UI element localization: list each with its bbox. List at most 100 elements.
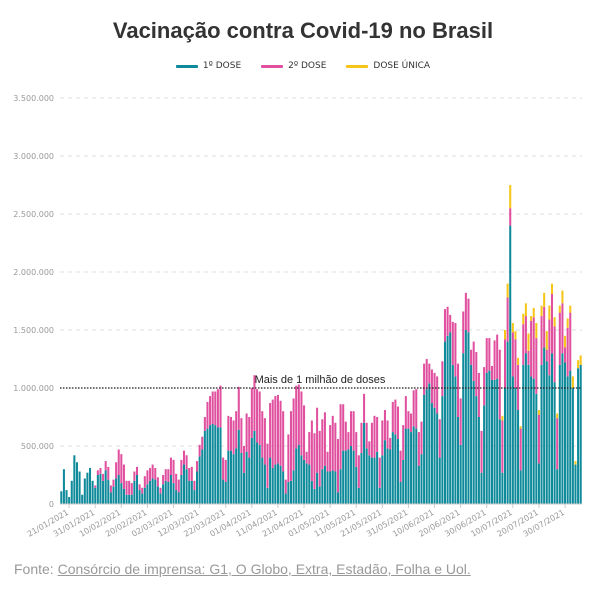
bar-primeira-dose[interactable]: [425, 389, 428, 504]
bar-primeira-dose[interactable]: [180, 475, 183, 504]
bar-primeira-dose[interactable]: [527, 364, 530, 504]
bar-dose-unica[interactable]: [566, 318, 569, 328]
bar-primeira-dose[interactable]: [159, 493, 162, 504]
bar-primeira-dose[interactable]: [109, 492, 112, 504]
bar-primeira-dose[interactable]: [65, 490, 68, 504]
bar-primeira-dose[interactable]: [112, 486, 115, 504]
bar-segunda-dose[interactable]: [133, 471, 136, 481]
bar-primeira-dose[interactable]: [509, 225, 512, 504]
bar-segunda-dose[interactable]: [467, 298, 470, 333]
bar-segunda-dose[interactable]: [556, 418, 559, 470]
bar-dose-unica[interactable]: [574, 461, 577, 465]
bar-primeira-dose[interactable]: [188, 480, 191, 504]
bar-primeira-dose[interactable]: [446, 335, 449, 504]
legend-item-primeira-dose[interactable]: 1º DOSE: [175, 61, 241, 71]
bar-segunda-dose[interactable]: [350, 411, 353, 446]
bar-primeira-dose[interactable]: [438, 457, 441, 504]
bar-segunda-dose[interactable]: [470, 349, 473, 365]
bar-primeira-dose[interactable]: [211, 423, 214, 504]
bar-dose-unica[interactable]: [514, 331, 517, 340]
bar-primeira-dose[interactable]: [125, 494, 128, 504]
bar-segunda-dose[interactable]: [156, 477, 159, 487]
bar-segunda-dose[interactable]: [425, 359, 428, 390]
bar-segunda-dose[interactable]: [209, 396, 212, 426]
bar-primeira-dose[interactable]: [389, 449, 392, 504]
bar-primeira-dose[interactable]: [326, 471, 329, 504]
bar-segunda-dose[interactable]: [446, 306, 449, 336]
bar-segunda-dose[interactable]: [449, 314, 452, 333]
bar-primeira-dose[interactable]: [323, 465, 326, 504]
bar-segunda-dose[interactable]: [279, 400, 282, 466]
bar-primeira-dose[interactable]: [407, 428, 410, 504]
bar-primeira-dose[interactable]: [383, 440, 386, 504]
bar-primeira-dose[interactable]: [310, 480, 313, 504]
bar-dose-unica[interactable]: [550, 283, 554, 295]
bar-segunda-dose[interactable]: [370, 422, 373, 458]
bar-segunda-dose[interactable]: [329, 425, 332, 472]
bar-segunda-dose[interactable]: [274, 396, 277, 465]
bar-primeira-dose[interactable]: [133, 480, 136, 504]
bar-primeira-dose[interactable]: [412, 426, 415, 504]
bar-primeira-dose[interactable]: [75, 462, 78, 504]
bar-dose-unica[interactable]: [571, 376, 574, 388]
bar-dose-unica[interactable]: [564, 335, 567, 348]
bar-primeira-dose[interactable]: [91, 480, 94, 504]
bar-segunda-dose[interactable]: [506, 297, 509, 342]
bar-primeira-dose[interactable]: [522, 364, 525, 504]
bar-segunda-dose[interactable]: [282, 411, 285, 472]
bar-segunda-dose[interactable]: [177, 479, 180, 493]
bar-primeira-dose[interactable]: [89, 468, 92, 504]
bar-primeira-dose[interactable]: [561, 353, 564, 504]
bar-primeira-dose[interactable]: [149, 480, 152, 504]
bar-primeira-dose[interactable]: [237, 429, 240, 504]
bar-dose-unica[interactable]: [548, 305, 551, 320]
bar-dose-unica[interactable]: [556, 413, 559, 419]
bar-segunda-dose[interactable]: [107, 466, 110, 480]
bar-segunda-dose[interactable]: [326, 451, 329, 472]
bar-segunda-dose[interactable]: [104, 461, 107, 471]
bar-segunda-dose[interactable]: [477, 372, 480, 417]
bar-primeira-dose[interactable]: [331, 470, 334, 504]
bar-primeira-dose[interactable]: [428, 383, 431, 504]
bar-primeira-dose[interactable]: [370, 457, 373, 504]
bar-segunda-dose[interactable]: [94, 485, 97, 488]
bar-segunda-dose[interactable]: [540, 316, 543, 365]
bar-segunda-dose[interactable]: [404, 396, 407, 429]
bar-segunda-dose[interactable]: [289, 411, 293, 481]
legend-item-dose-unica[interactable]: DOSE ÚNICA: [346, 61, 430, 71]
bar-primeira-dose[interactable]: [569, 370, 572, 504]
bar-primeira-dose[interactable]: [363, 422, 366, 504]
bar-segunda-dose[interactable]: [175, 473, 178, 491]
bar-dose-unica[interactable]: [537, 410, 540, 415]
bar-segunda-dose[interactable]: [355, 432, 358, 467]
bar-segunda-dose[interactable]: [472, 341, 475, 382]
bar-primeira-dose[interactable]: [141, 493, 144, 504]
bar-primeira-dose[interactable]: [248, 457, 251, 504]
bar-dose-unica[interactable]: [532, 307, 535, 318]
bar-segunda-dose[interactable]: [347, 432, 350, 450]
bar-dose-unica[interactable]: [503, 330, 507, 340]
legend-item-segunda-dose[interactable]: 2º DOSE: [261, 61, 326, 71]
bar-primeira-dose[interactable]: [282, 471, 285, 504]
bar-segunda-dose[interactable]: [172, 459, 175, 484]
bar-segunda-dose[interactable]: [149, 468, 152, 481]
bar-segunda-dose[interactable]: [530, 320, 533, 377]
bar-primeira-dose[interactable]: [313, 488, 316, 504]
bar-primeira-dose[interactable]: [571, 388, 574, 504]
bar-segunda-dose[interactable]: [438, 419, 441, 458]
bar-primeira-dose[interactable]: [336, 492, 339, 504]
bar-segunda-dose[interactable]: [396, 406, 400, 440]
bar-segunda-dose[interactable]: [242, 446, 246, 473]
bar-segunda-dose[interactable]: [297, 384, 300, 445]
bar-segunda-dose[interactable]: [490, 365, 493, 380]
bar-segunda-dose[interactable]: [167, 469, 170, 482]
bar-segunda-dose[interactable]: [138, 484, 141, 491]
bar-primeira-dose[interactable]: [305, 463, 308, 504]
bar-primeira-dose[interactable]: [457, 417, 460, 504]
bar-primeira-dose[interactable]: [154, 479, 157, 504]
bar-primeira-dose[interactable]: [94, 487, 97, 504]
bar-primeira-dose[interactable]: [477, 417, 480, 504]
bar-primeira-dose[interactable]: [537, 463, 540, 504]
bar-primeira-dose[interactable]: [318, 486, 321, 504]
bar-primeira-dose[interactable]: [203, 430, 206, 504]
